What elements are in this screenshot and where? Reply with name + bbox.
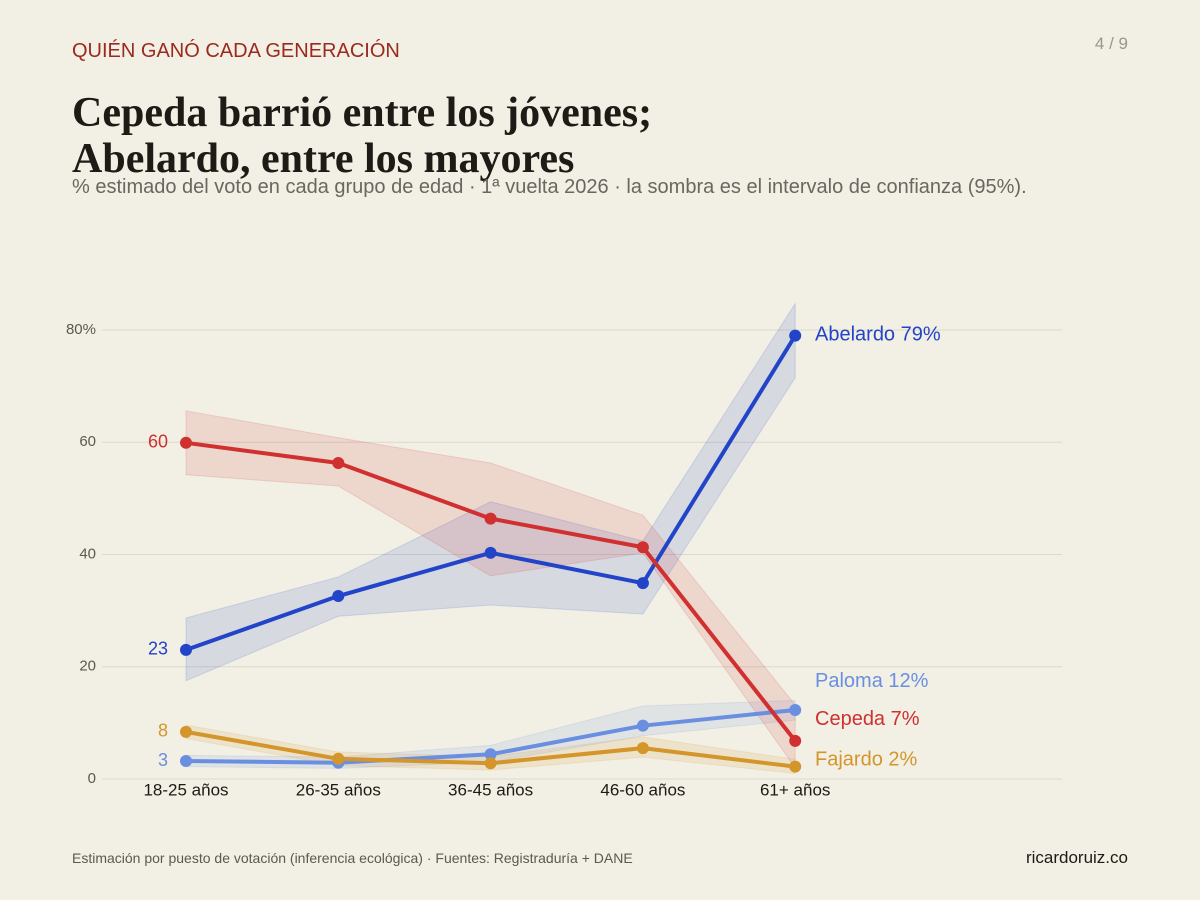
data-point bbox=[332, 752, 345, 765]
title-line: Abelardo, entre los mayores bbox=[72, 136, 575, 182]
y-tick-label: 0 bbox=[88, 770, 96, 787]
data-point bbox=[789, 734, 802, 747]
data-point bbox=[636, 577, 649, 590]
start-label: 8 bbox=[158, 721, 168, 741]
legend-name: Paloma bbox=[815, 670, 884, 692]
y-tick-label: 60 bbox=[79, 433, 96, 450]
end-label: Cepeda 7% bbox=[815, 708, 920, 730]
data-point bbox=[484, 748, 497, 761]
start-label: 23 bbox=[148, 639, 168, 659]
start-label: 3 bbox=[158, 750, 168, 770]
data-point bbox=[180, 643, 192, 656]
data-point bbox=[180, 755, 192, 768]
subtitle: % estimado del voto en cada grupo de eda… bbox=[72, 176, 1027, 198]
data-point bbox=[789, 760, 802, 773]
kicker: QUIÉN GANÓ CADA GENERACIÓN bbox=[72, 40, 400, 62]
value-label: 79% bbox=[901, 324, 941, 346]
data-point bbox=[332, 457, 345, 470]
x-tick-label: 18-25 años bbox=[143, 780, 228, 799]
title-line: Cepeda barrió entre los jóvenes; bbox=[72, 90, 653, 136]
data-point bbox=[180, 436, 192, 449]
site: ricardoruiz.co bbox=[1025, 848, 1128, 867]
x-tick-label: 36-45 años bbox=[448, 780, 533, 799]
value-label: 2% bbox=[888, 749, 917, 771]
y-tick-label: 80% bbox=[66, 321, 96, 338]
legend-name: Abelardo bbox=[815, 324, 895, 346]
data-point bbox=[636, 719, 649, 732]
page-number: 4 / 9 bbox=[1094, 34, 1128, 53]
value-label: 12% bbox=[888, 670, 928, 692]
data-point bbox=[484, 757, 497, 770]
legend-name: Cepeda bbox=[815, 708, 886, 730]
data-point bbox=[789, 703, 802, 716]
legend-name: Fajardo bbox=[815, 749, 883, 771]
data-point bbox=[484, 546, 497, 559]
start-label: 60 bbox=[148, 432, 168, 452]
x-tick-label: 26-35 años bbox=[296, 780, 381, 799]
data-point bbox=[332, 590, 345, 603]
x-tick-label: 46-60 años bbox=[600, 780, 685, 799]
data-point bbox=[636, 541, 649, 554]
title: Cepeda barrió entre los jóvenes; Abelard… bbox=[72, 90, 652, 182]
data-point bbox=[180, 725, 192, 738]
end-label: Paloma 12% bbox=[815, 670, 929, 692]
end-label: Fajardo 2% bbox=[815, 749, 917, 771]
source: Estimación por puesto de votación (infer… bbox=[72, 850, 633, 866]
end-label: Abelardo 79% bbox=[815, 324, 941, 346]
x-tick-label: 61+ años bbox=[760, 780, 830, 799]
value-label: 7% bbox=[891, 708, 920, 730]
data-point bbox=[484, 512, 497, 525]
confidence-band bbox=[185, 699, 796, 769]
data-point bbox=[636, 742, 649, 755]
data-point bbox=[789, 329, 802, 342]
y-tick-label: 40 bbox=[79, 545, 96, 562]
y-tick-label: 20 bbox=[79, 658, 96, 675]
